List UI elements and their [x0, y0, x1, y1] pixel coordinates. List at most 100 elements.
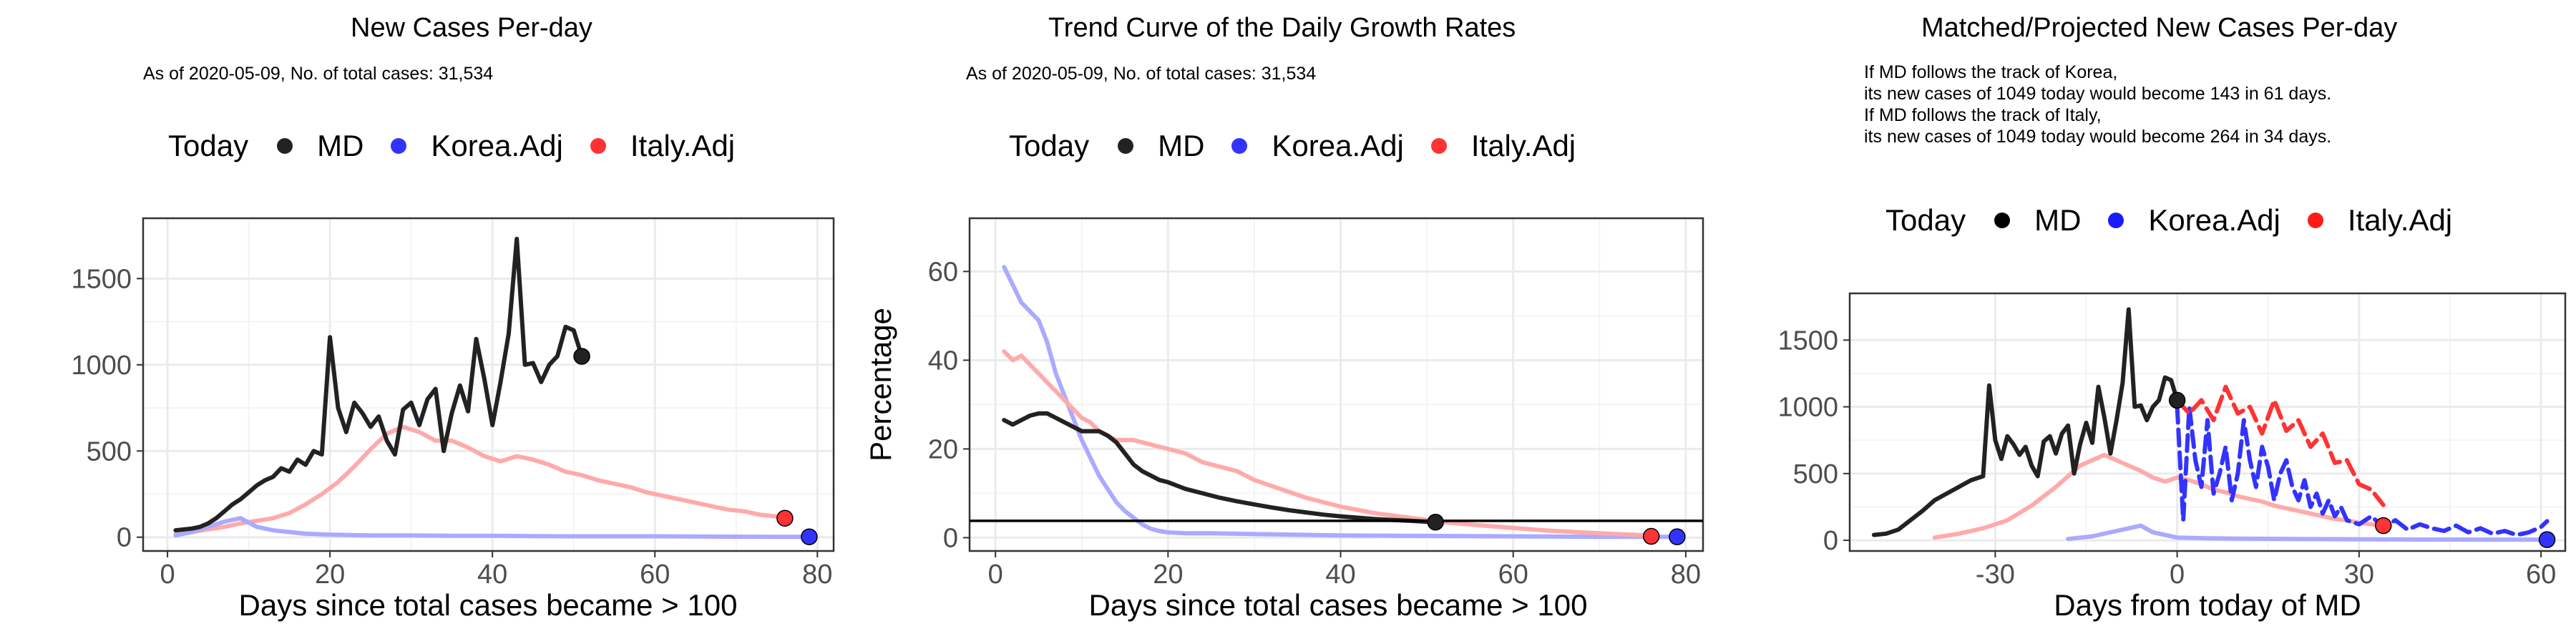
- legend-dot-korea-icon: [391, 138, 407, 154]
- legend-item-md: MD: [1994, 203, 2081, 238]
- chart-plot-new-cases: 0 20 40 60 80 0 500 1000 1500 Days since total ca…: [71, 217, 835, 622]
- today-point-korea-adj: [2538, 531, 2556, 548]
- legend-title: Today: [168, 129, 249, 162]
- chart-note-line: If MD follows the track of Korea,: [1864, 62, 2118, 82]
- x-axis-label: Days from today of MD: [2054, 588, 2361, 622]
- series-line-korea-adj-faint: [2066, 523, 2544, 542]
- plot-border: [968, 217, 1704, 552]
- chart-subtitle: As of 2020-05-09, No. of total cases: 31…: [143, 64, 494, 84]
- series-line-korea-adj-faint: [173, 516, 811, 540]
- today-point-md: [573, 348, 590, 365]
- legend-item-md: MD: [277, 129, 364, 163]
- legend-label-italy: Italy.Adj: [1470, 129, 1576, 162]
- chart-note-line: its new cases of 1049 today would become…: [1864, 84, 2332, 104]
- series-line-korea-adj-faint: [1002, 265, 1679, 540]
- chart-legend: Today MD Korea.Adj Italy.Adj: [1885, 203, 2479, 238]
- today-point-md: [2168, 391, 2186, 409]
- series-line-korea-adj-dashed: [2175, 404, 2550, 537]
- legend-dot-md-icon: [1118, 138, 1134, 154]
- y-tick-label: 0: [117, 523, 132, 553]
- plot-border: [1848, 292, 2567, 552]
- chart-title: Trend Curve of the Daily Growth Rates: [1048, 13, 1516, 43]
- x-tick-label: -30: [1976, 560, 2015, 590]
- legend-label-korea: Korea.Adj: [2148, 203, 2280, 237]
- y-tick-label: 40: [928, 346, 958, 376]
- x-tick-label: 40: [477, 560, 507, 590]
- series-line-italy-adj-faint: [173, 424, 779, 536]
- legend-dot-korea-icon: [2108, 213, 2124, 228]
- legend-item-italy: Italy.Adj: [590, 129, 735, 163]
- legend-dot-md-icon: [1994, 213, 2011, 228]
- legend-dot-korea-icon: [1231, 138, 1248, 154]
- y-tick-label: 1500: [71, 264, 132, 294]
- chart-panel-growth-rates: Trend Curve of the Daily Growth Rates As…: [844, 0, 1717, 644]
- chart-legend: Today MD Korea.Adj Italy.Adj: [1009, 129, 1603, 163]
- chart-note-line: its new cases of 1049 today would become…: [1864, 127, 2332, 147]
- chart-title: New Cases Per-day: [351, 13, 592, 43]
- chart-legend: Today MD Korea.Adj Italy.Adj: [168, 129, 762, 163]
- y-tick-label: 20: [928, 434, 958, 464]
- today-point-italy-adj: [1642, 527, 1660, 545]
- y-tick-label: 60: [928, 257, 958, 287]
- x-tick-label: 20: [315, 560, 345, 590]
- y-tick-label: 0: [943, 523, 958, 553]
- series-line-italy-adj-dashed: [2175, 384, 2386, 507]
- legend-title: Today: [1885, 203, 1966, 237]
- legend-item-korea: Korea.Adj: [2108, 203, 2280, 238]
- legend-label-md: MD: [1158, 129, 1205, 162]
- legend-item-italy: Italy.Adj: [2307, 203, 2453, 238]
- y-axis-label: Percentage: [864, 308, 897, 462]
- chart-panel-new-cases: New Cases Per-day As of 2020-05-09, No. …: [0, 0, 844, 644]
- x-axis-label: Days since total cases became > 100: [1089, 588, 1588, 622]
- x-axis-label: Days since total cases became > 100: [239, 588, 738, 622]
- legend-label-korea: Korea.Adj: [1272, 129, 1404, 162]
- legend-title: Today: [1009, 129, 1090, 162]
- y-tick-label: 500: [1793, 459, 1838, 489]
- y-tick-label: 1000: [71, 351, 132, 381]
- x-tick-label: 0: [988, 560, 1003, 590]
- chart-note-line: If MD follows the track of Italy,: [1864, 105, 2102, 125]
- x-tick-label: 60: [1498, 560, 1528, 590]
- y-tick-label: 1500: [1777, 326, 1838, 356]
- chart-subtitle: As of 2020-05-09, No. of total cases: 31…: [966, 64, 1317, 84]
- series-line-md-solid: [1002, 411, 1438, 525]
- x-tick-label: 40: [1325, 560, 1355, 590]
- today-point-korea-adj: [801, 528, 818, 545]
- y-tick-label: 0: [1823, 526, 1838, 556]
- legend-item-korea: Korea.Adj: [391, 129, 563, 163]
- legend-dot-italy-icon: [1430, 138, 1447, 154]
- y-tick-label: 1000: [1777, 393, 1838, 423]
- legend-label-italy: Italy.Adj: [630, 129, 736, 162]
- x-tick-label: 80: [802, 560, 832, 590]
- legend-label-md: MD: [2034, 203, 2082, 237]
- x-tick-label: 80: [1671, 560, 1701, 590]
- chart-notes: If MD follows the track of Korea, its ne…: [1864, 62, 2331, 147]
- chart-title: Matched/Projected New Cases Per-day: [1921, 13, 2398, 43]
- chart-plot-projected: -30 0 30 60 0 500 1000 1500 Days from today of M…: [1777, 292, 2567, 622]
- today-point-korea-adj: [1669, 528, 1686, 545]
- today-point-md: [1427, 513, 1444, 531]
- legend-dot-md-icon: [277, 138, 293, 154]
- y-tick-label: 500: [87, 436, 132, 467]
- legend-dot-italy-icon: [590, 138, 606, 154]
- legend-item-md: MD: [1118, 129, 1204, 163]
- series-line-md-solid: [173, 236, 585, 533]
- x-tick-label: 0: [2170, 560, 2185, 590]
- x-tick-label: 60: [640, 560, 670, 590]
- legend-item-korea: Korea.Adj: [1231, 129, 1404, 163]
- legend-dot-italy-icon: [2307, 213, 2323, 228]
- x-tick-label: 60: [2526, 560, 2556, 590]
- legend-label-italy: Italy.Adj: [2347, 203, 2453, 237]
- legend-item-italy: Italy.Adj: [1430, 129, 1576, 163]
- series-line-italy-adj-faint: [1002, 349, 1654, 538]
- x-tick-label: 0: [160, 560, 175, 590]
- chart-panel-projected: Matched/Projected New Cases Per-day If M…: [1717, 0, 2576, 644]
- legend-label-md: MD: [317, 129, 364, 162]
- today-point-italy-adj: [776, 509, 794, 527]
- x-tick-label: 30: [2344, 560, 2374, 590]
- today-point-italy-adj: [2375, 517, 2392, 535]
- plot-border: [142, 217, 835, 552]
- series-line-md-solid: [1871, 307, 2180, 537]
- legend-label-korea: Korea.Adj: [431, 129, 563, 162]
